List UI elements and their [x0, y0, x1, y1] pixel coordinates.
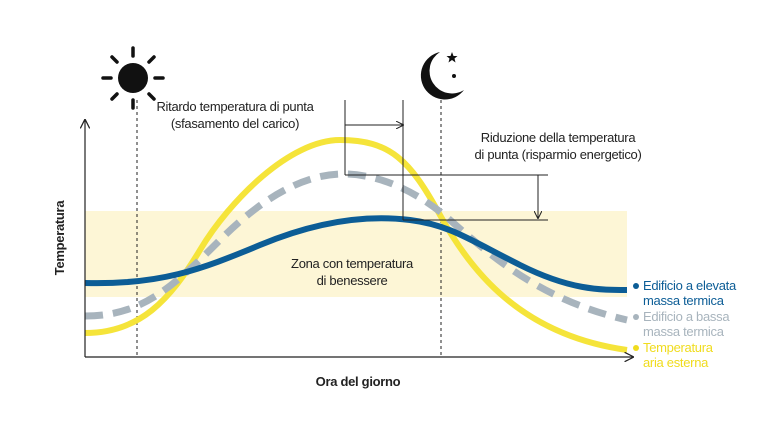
annotation-lines	[344, 100, 548, 221]
outdoor-curve	[84, 136, 628, 353]
legend-dot	[633, 345, 639, 351]
legend-text: massa termica	[643, 293, 725, 308]
annotation-text: di punta (risparmio energetico)	[474, 147, 641, 162]
legend-dot	[633, 314, 639, 320]
annotation-text: Ritardo temperatura di punta	[156, 99, 314, 114]
legend-text: massa termica	[643, 324, 725, 339]
x-axis-label: Ora del giorno	[316, 374, 401, 389]
legend-dot	[633, 283, 639, 289]
y-axis-label: Temperatura	[52, 200, 67, 276]
legend-text: Edificio a elevata	[643, 278, 737, 293]
annotation-text: Zona con temperatura	[291, 256, 414, 271]
legend-text: aria esterna	[643, 355, 709, 370]
annotation-text: Riduzione della temperatura	[481, 130, 637, 145]
annotation-text: di benessere	[317, 273, 388, 288]
high-mass-curve	[84, 215, 628, 293]
low-mass-curve	[84, 170, 628, 324]
annotation-text: (sfasamento del carico)	[171, 116, 299, 131]
legend-text: Edificio a bassa	[643, 309, 730, 324]
legend-text: Temperatura	[643, 340, 714, 355]
moon-icon	[420, 52, 464, 100]
axes	[85, 120, 633, 357]
sun-icon	[101, 46, 165, 110]
